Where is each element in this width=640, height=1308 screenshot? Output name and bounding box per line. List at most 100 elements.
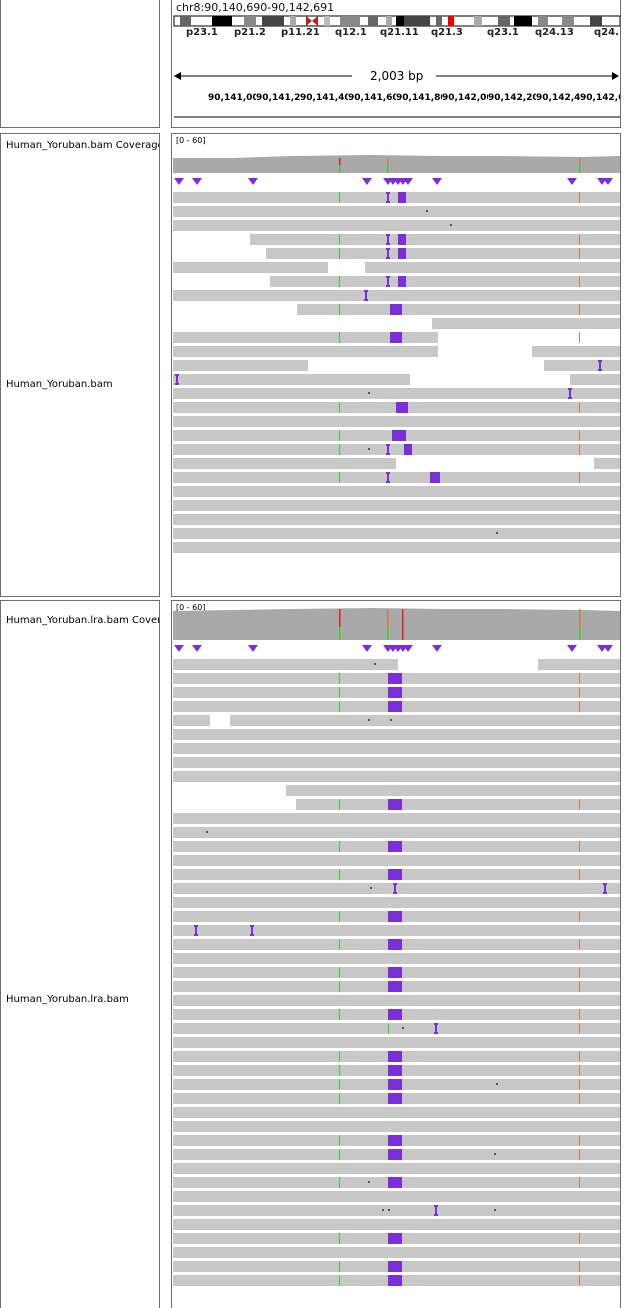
insertion-icon xyxy=(398,234,402,245)
deletion-dot xyxy=(368,1181,370,1183)
deletion-dot xyxy=(382,1209,384,1211)
insertion-marker-icon xyxy=(403,178,413,185)
track-data-panel[interactable]: [0 - 60] xyxy=(171,133,621,597)
deletion-dot xyxy=(494,1153,496,1155)
read xyxy=(173,1107,620,1118)
insertion-icon xyxy=(398,192,402,203)
alignment-rows[interactable] xyxy=(172,645,620,1308)
read xyxy=(173,883,620,894)
read xyxy=(532,346,620,357)
insertion-marker-icon xyxy=(248,178,258,185)
insertion-block xyxy=(430,472,440,483)
coverage-histogram[interactable] xyxy=(172,601,621,641)
insertion-block xyxy=(388,1135,402,1146)
read xyxy=(173,771,620,782)
read xyxy=(173,374,410,385)
read xyxy=(173,346,438,357)
read xyxy=(258,729,620,740)
mismatch-base xyxy=(339,981,340,992)
read xyxy=(173,813,620,824)
read xyxy=(173,514,620,525)
mismatch-base xyxy=(579,841,580,852)
read xyxy=(173,1121,620,1132)
insertion-icon xyxy=(250,925,254,936)
read xyxy=(173,1037,620,1048)
insertion-icon xyxy=(386,472,390,483)
track-name-panel[interactable]: Human_Yoruban.bam Coverage Human_Yoruban… xyxy=(0,133,160,597)
coverage-range-label: [0 - 60] xyxy=(176,136,206,145)
read xyxy=(173,206,620,217)
mismatch-base xyxy=(339,911,340,922)
read xyxy=(538,659,620,670)
deletion-dot xyxy=(370,887,372,889)
read xyxy=(173,500,620,511)
mismatch-base xyxy=(579,799,580,810)
insertion-icon xyxy=(386,234,390,245)
alignment-track-name[interactable]: Human_Yoruban.bam xyxy=(6,379,113,390)
read xyxy=(173,472,620,483)
read xyxy=(286,785,620,796)
read xyxy=(173,332,438,343)
mismatch-base xyxy=(339,1051,340,1062)
mismatch-base xyxy=(579,1275,580,1286)
mismatch-base xyxy=(579,1065,580,1076)
chromosome-ideogram[interactable] xyxy=(172,15,621,29)
read xyxy=(173,715,210,726)
mismatch-base xyxy=(339,1009,340,1020)
mismatch-base xyxy=(339,1135,340,1146)
insertion-icon xyxy=(568,388,572,399)
mismatch-base xyxy=(579,1149,580,1160)
insertion-icon xyxy=(434,1205,438,1216)
mismatch-base xyxy=(339,673,340,684)
mismatch-base xyxy=(339,192,340,203)
insertion-marker-icon xyxy=(597,178,607,185)
mismatch-base xyxy=(339,701,340,712)
ruler-panel[interactable]: chr8:90,140,690-90,142,691 p23.1 p21.2 p… xyxy=(171,0,621,128)
insertion-block xyxy=(398,248,406,259)
tick-label: 90,141,400 bp xyxy=(300,93,373,103)
read xyxy=(432,318,620,329)
mismatch-base xyxy=(579,1233,580,1244)
read xyxy=(173,827,620,838)
span-label: 2,003 bp xyxy=(366,69,428,83)
mismatch-base xyxy=(579,701,580,712)
read xyxy=(173,1247,620,1258)
insertion-block xyxy=(388,1065,402,1076)
mismatch-base xyxy=(579,869,580,880)
track-data-panel[interactable]: [0 - 60] xyxy=(171,600,621,1308)
deletion-dot xyxy=(496,532,498,534)
read xyxy=(297,304,620,315)
read xyxy=(173,925,620,936)
mismatch-base xyxy=(579,276,580,287)
tick-label: 90,141,600 bp xyxy=(348,93,421,103)
coverage-range-label: [0 - 60] xyxy=(176,603,206,612)
insertion-marker-icon xyxy=(248,645,258,652)
coverage-track-name[interactable]: Human_Yoruban.bam Coverage xyxy=(6,140,160,151)
deletion-dot xyxy=(206,831,208,833)
coverage-histogram[interactable] xyxy=(172,134,621,174)
alignment-track-name[interactable]: Human_Yoruban.lra.bam xyxy=(6,994,129,1005)
read xyxy=(173,1191,620,1202)
mismatch-base xyxy=(579,1261,580,1272)
header-name-panel xyxy=(0,0,160,128)
track-name-panel[interactable]: Human_Yoruban.lra.bam Coverage Human_Yor… xyxy=(0,600,160,1308)
insertion-block xyxy=(388,1261,402,1272)
deletion-dot xyxy=(496,1083,498,1085)
insertion-block xyxy=(388,1233,402,1244)
read xyxy=(173,416,620,427)
insertion-block xyxy=(404,444,412,455)
mismatch-base xyxy=(579,1023,580,1034)
mismatch-base xyxy=(579,1051,580,1062)
coverage-track-name[interactable]: Human_Yoruban.lra.bam Coverage xyxy=(6,615,159,626)
tick-label: 90,141,800 bp xyxy=(396,93,469,103)
span-arrow xyxy=(174,72,619,80)
deletion-dot xyxy=(426,210,428,212)
insertion-marker-icon xyxy=(174,645,184,652)
insertion-icon xyxy=(175,374,179,385)
mismatch-base xyxy=(579,332,580,343)
read xyxy=(296,799,620,810)
read xyxy=(173,953,620,964)
mismatch-base xyxy=(339,430,340,441)
alignment-rows[interactable] xyxy=(172,178,620,596)
mismatch-base xyxy=(579,1135,580,1146)
